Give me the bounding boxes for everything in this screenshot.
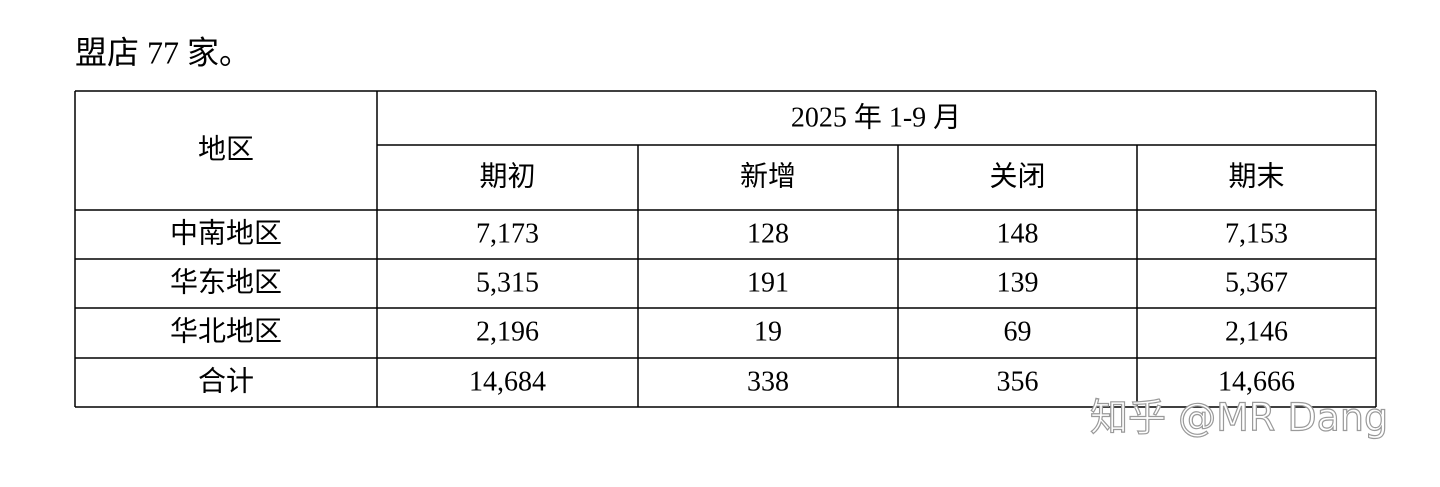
row-label: 合计 [198,365,254,397]
cell: 69 [1004,316,1032,347]
region-header: 地区 [198,133,254,165]
cell: 14,684 [469,366,546,397]
cell: 2,196 [476,316,539,347]
cell: 14,666 [1218,366,1295,397]
watermark: 知乎 @MR Dang [1090,396,1388,440]
cell: 7,153 [1225,218,1288,249]
cell: 338 [747,366,789,397]
cell: 5,315 [476,267,539,298]
column-header: 关闭 [989,160,1045,192]
period-header: 2025 年 1-9 月 [791,101,961,133]
cell: 356 [997,366,1039,397]
cell: 128 [747,218,789,249]
column-header: 新增 [740,160,796,192]
cell: 7,173 [476,218,539,249]
cell: 191 [747,267,789,298]
cell: 148 [997,218,1039,249]
column-header: 期初 [479,160,535,192]
table-borders [74,90,1377,408]
row-label: 华东地区 [170,266,282,298]
cell: 5,367 [1225,267,1288,298]
row-label: 中南地区 [170,217,282,249]
intro-text: 盟店 77 家。 [75,34,251,70]
column-header: 期末 [1228,160,1284,192]
cell: 19 [754,316,782,347]
row-label: 华北地区 [170,315,282,347]
cell: 2,146 [1225,316,1288,347]
cell: 139 [997,267,1039,298]
